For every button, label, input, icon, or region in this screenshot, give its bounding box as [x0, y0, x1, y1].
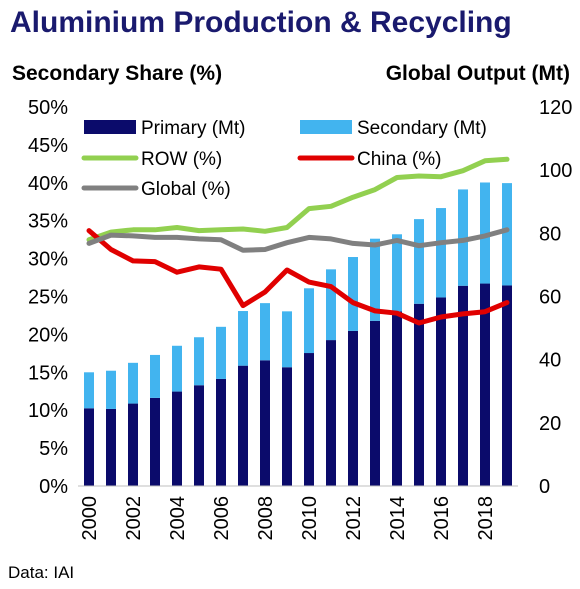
bar-primary: [260, 360, 270, 486]
right-tick-label: 40: [539, 350, 561, 372]
bar-primary: [326, 340, 336, 486]
x-tick-label-group: 2004: [167, 496, 189, 541]
left-tick-label: 45%: [28, 135, 68, 157]
legend-china-label: China (%): [357, 149, 441, 170]
legend: Primary (Mt) Secondary (Mt) ROW (%) China (…: [81, 118, 487, 200]
bar-secondary: [414, 219, 424, 304]
chart-title: Aluminium Production & Recycling: [10, 6, 512, 39]
left-tick-label: 0%: [39, 476, 68, 498]
x-tick-label: 2012: [343, 496, 365, 541]
bar-secondary: [172, 345, 182, 392]
x-tick-label-group: 2000: [79, 496, 101, 541]
bar-secondary: [458, 189, 468, 286]
bar-secondary: [106, 370, 116, 409]
right-tick-label: 60: [539, 287, 561, 309]
bar-primary: [194, 385, 204, 486]
bar-secondary: [216, 326, 226, 379]
line-china: [86, 228, 510, 326]
left-tick-label: 20%: [28, 324, 68, 346]
source-note: Data: IAI: [8, 563, 75, 582]
line-global: [86, 227, 510, 253]
bar-secondary: [392, 234, 402, 312]
bar-secondary: [128, 362, 138, 404]
bar-primary: [370, 320, 380, 486]
x-tick-label: 2014: [387, 496, 409, 541]
bar-secondary: [282, 311, 292, 368]
bar-secondary: [260, 303, 270, 361]
bar-secondary: [502, 183, 512, 286]
x-tick-label: 2006: [211, 496, 233, 541]
bar-primary: [436, 297, 446, 486]
legend-secondary-swatch: [300, 120, 352, 134]
x-tick-label: 2018: [475, 496, 497, 541]
right-tick-label: 120: [539, 97, 572, 119]
x-tick-label: 2010: [299, 496, 321, 541]
axes-layer: 0% 5% 10% 15% 20% 25% 30% 35% 40% 45% 50% 0 20 40 60 80…: [28, 97, 572, 541]
bar-primary: [128, 403, 138, 486]
left-tick-label: 25%: [28, 287, 68, 309]
bar-primary: [458, 285, 468, 486]
left-tick-label: 15%: [28, 362, 68, 384]
bar-primary: [216, 378, 226, 486]
bar-primary: [414, 303, 424, 486]
legend-primary-swatch: [84, 120, 136, 134]
x-tick-label: 2008: [255, 496, 277, 541]
bar-secondary: [370, 238, 380, 321]
bar-secondary: [150, 354, 160, 398]
lines-layer: [86, 156, 510, 326]
legend-primary-label: Primary (Mt): [141, 118, 245, 139]
left-tick-label: 50%: [28, 97, 68, 119]
bar-primary: [392, 311, 402, 486]
x-tick-label: 2004: [167, 496, 189, 541]
x-tick-label-group: 2008: [255, 496, 277, 541]
left-tick-label: 5%: [39, 438, 68, 460]
bar-primary: [150, 397, 160, 486]
legend-secondary-label: Secondary (Mt): [357, 118, 487, 139]
bars-layer: [84, 182, 512, 486]
x-tick-label: 2016: [431, 496, 453, 541]
x-tick-label-group: 2016: [431, 496, 453, 541]
left-tick-label: 35%: [28, 211, 68, 233]
bar-primary: [84, 408, 94, 486]
bar-secondary: [326, 269, 336, 341]
bar-primary: [238, 365, 248, 486]
bar-primary: [106, 408, 116, 486]
left-tick-label: 10%: [28, 400, 68, 422]
bar-secondary: [84, 372, 94, 409]
bar-secondary: [348, 257, 358, 331]
left-tick-label: 40%: [28, 173, 68, 195]
legend-global-label: Global (%): [141, 179, 231, 200]
right-axis-label: Global Output (Mt): [385, 62, 570, 85]
bar-primary: [348, 330, 358, 486]
right-tick-label: 100: [539, 160, 572, 182]
bar-primary: [282, 367, 292, 486]
left-tick-label: 30%: [28, 249, 68, 271]
bar-secondary: [480, 182, 490, 284]
bar-secondary: [436, 208, 446, 298]
x-tick-label-group: 2010: [299, 496, 321, 541]
right-tick-label: 80: [539, 223, 561, 245]
x-tick-label-group: 2006: [211, 496, 233, 541]
bar-secondary: [304, 288, 314, 354]
right-tick-label: 20: [539, 413, 561, 435]
bar-primary: [502, 285, 512, 486]
x-tick-label: 2002: [123, 496, 145, 541]
bar-primary: [172, 391, 182, 486]
bar-primary: [304, 353, 314, 486]
x-tick-label-group: 2018: [475, 496, 497, 541]
x-tick-label-group: 2012: [343, 496, 365, 541]
line-row: [86, 156, 510, 243]
x-tick-label-group: 2002: [123, 496, 145, 541]
legend-row-label: ROW (%): [141, 149, 222, 170]
left-axis-label: Secondary Share (%): [12, 62, 223, 85]
bar-secondary: [194, 337, 204, 386]
x-tick-label: 2000: [79, 496, 101, 541]
bar-secondary: [238, 311, 248, 366]
x-tick-label-group: 2014: [387, 496, 409, 541]
bar-primary: [480, 283, 490, 486]
right-tick-label: 0: [539, 476, 550, 498]
